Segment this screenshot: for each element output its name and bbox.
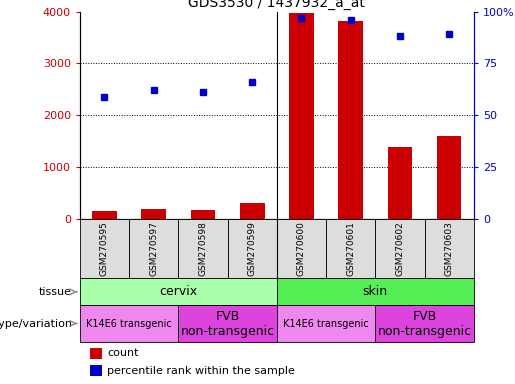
FancyBboxPatch shape [277,305,375,342]
Text: GSM270599: GSM270599 [248,221,256,276]
FancyBboxPatch shape [277,219,326,278]
FancyBboxPatch shape [228,219,277,278]
Bar [92,211,117,219]
Text: percentile rank within the sample: percentile rank within the sample [107,366,295,376]
FancyBboxPatch shape [80,305,178,342]
Bar [90,348,102,359]
Bar [191,210,215,219]
Bar [90,365,102,376]
Bar [289,13,314,219]
Text: FVB
non-transgenic: FVB non-transgenic [180,310,274,338]
Text: GSM270602: GSM270602 [396,221,404,276]
Text: GSM270600: GSM270600 [297,221,306,276]
FancyBboxPatch shape [424,219,474,278]
Bar [240,203,265,219]
FancyBboxPatch shape [80,219,129,278]
Text: count: count [107,348,139,358]
Text: genotype/variation: genotype/variation [0,318,72,329]
FancyBboxPatch shape [178,219,228,278]
FancyBboxPatch shape [178,305,277,342]
Text: skin: skin [363,285,388,298]
Text: tissue: tissue [39,287,72,297]
Bar [338,21,363,219]
Title: GDS3530 / 1437932_a_at: GDS3530 / 1437932_a_at [188,0,365,10]
Text: GSM270603: GSM270603 [444,221,454,276]
Text: K14E6 transgenic: K14E6 transgenic [283,318,369,329]
Bar [388,147,412,219]
Bar [437,136,461,219]
Text: GSM270601: GSM270601 [346,221,355,276]
Text: K14E6 transgenic: K14E6 transgenic [86,318,172,329]
Text: GSM270595: GSM270595 [100,221,109,276]
FancyBboxPatch shape [277,278,474,305]
FancyBboxPatch shape [129,219,178,278]
FancyBboxPatch shape [326,219,375,278]
FancyBboxPatch shape [375,219,424,278]
Text: FVB
non-transgenic: FVB non-transgenic [377,310,472,338]
Bar [142,209,166,219]
Text: cervix: cervix [159,285,197,298]
Text: GSM270598: GSM270598 [198,221,208,276]
Text: GSM270597: GSM270597 [149,221,158,276]
FancyBboxPatch shape [80,278,277,305]
FancyBboxPatch shape [375,305,474,342]
